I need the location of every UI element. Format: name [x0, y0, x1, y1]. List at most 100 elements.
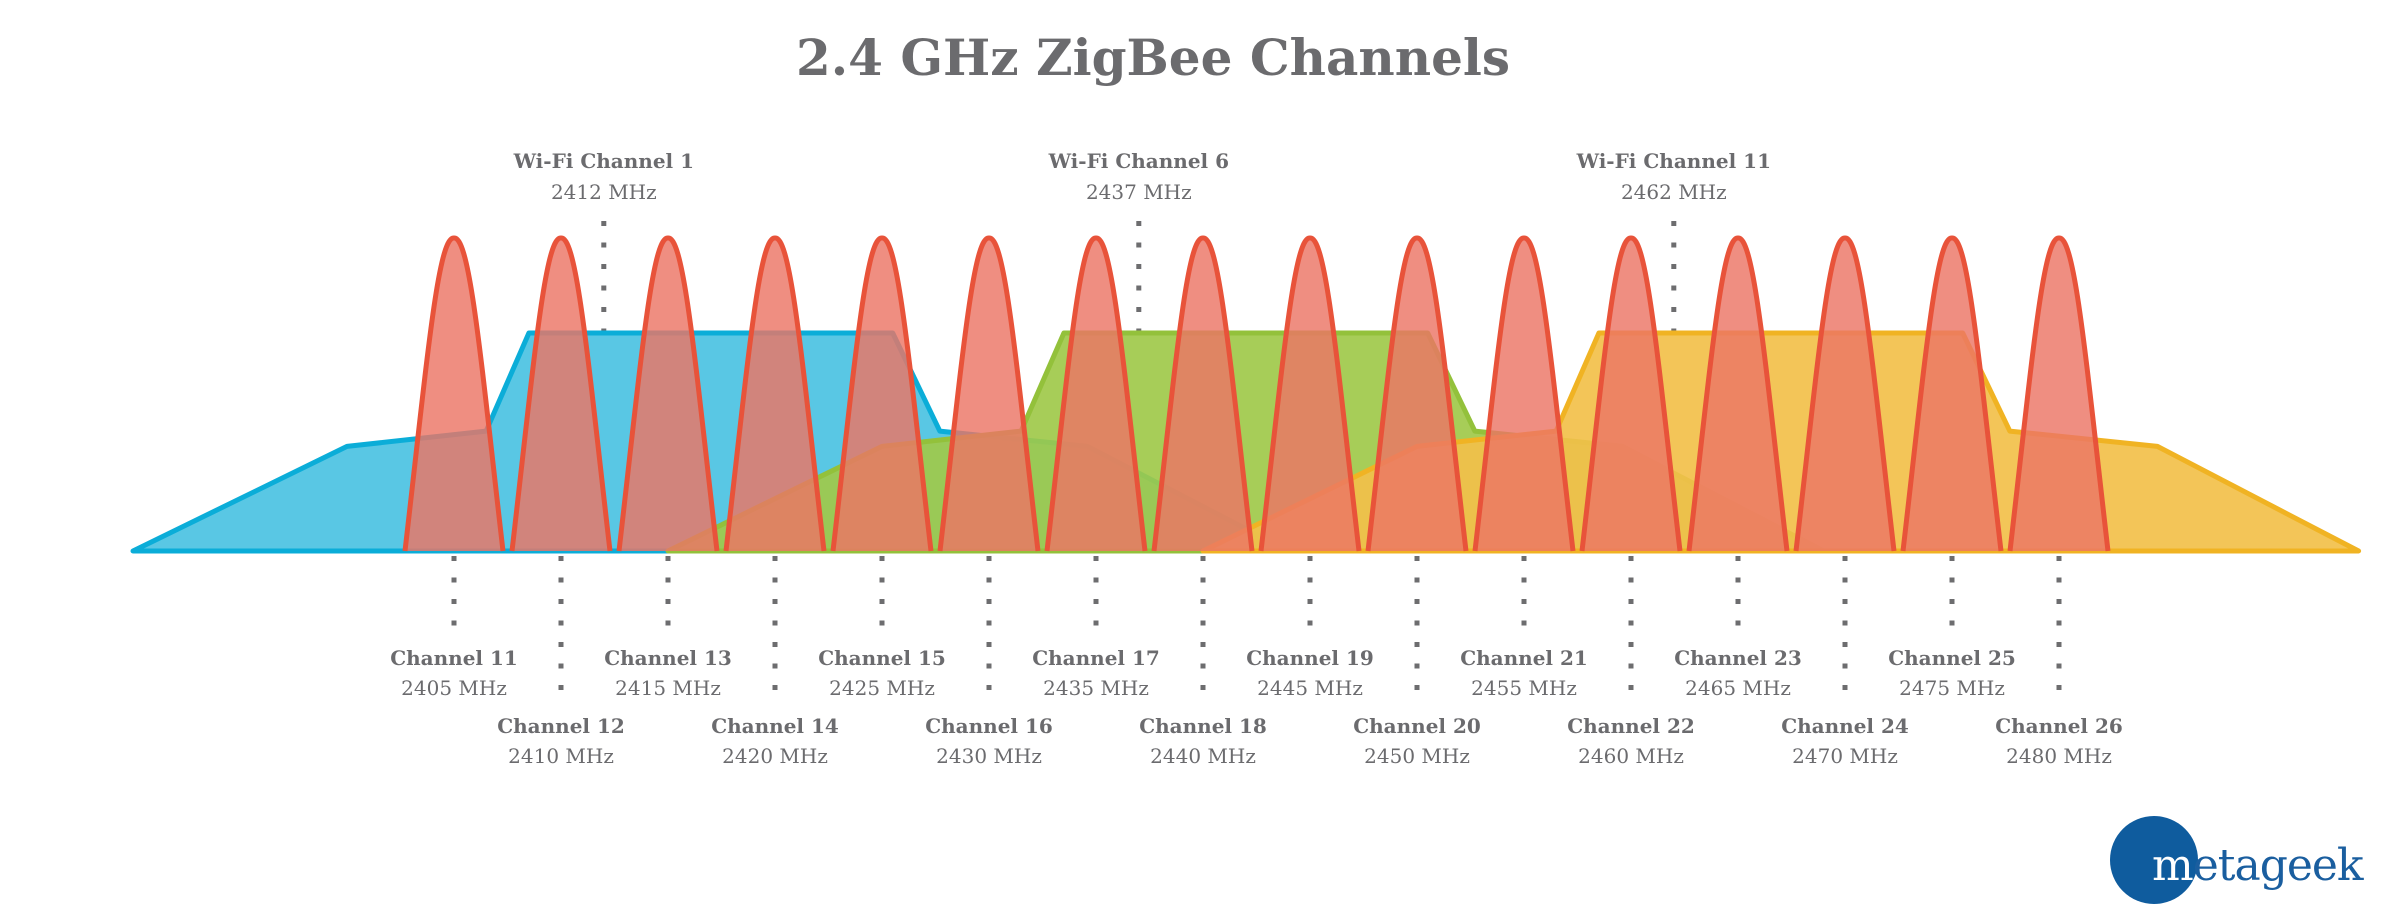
dot-marker	[1414, 663, 1420, 669]
dot-marker	[1671, 221, 1677, 226]
dot-marker	[558, 620, 564, 626]
zigbee-channel-freq: 2415 MHz	[615, 676, 721, 700]
dot-marker	[451, 599, 457, 604]
zigbee-channel-freq: 2480 MHz	[2006, 744, 2112, 768]
wifi-channel-label: Wi-Fi Channel 11	[1576, 149, 1771, 173]
zigbee-channel-freq: 2435 MHz	[1043, 676, 1149, 700]
zigbee-peak-25	[1900, 235, 2004, 552]
dot-marker	[1671, 307, 1677, 312]
zigbee-peak-15	[830, 235, 934, 552]
dot-marker	[601, 242, 607, 248]
dot-marker	[986, 620, 992, 626]
dot-marker	[1949, 599, 1955, 604]
dot-marker	[665, 620, 671, 626]
dot-marker	[1136, 242, 1142, 248]
dot-marker	[1414, 577, 1420, 583]
dot-marker	[1842, 556, 1848, 561]
dot-marker	[2056, 620, 2062, 626]
dot-marker	[1842, 599, 1848, 604]
dot-marker	[1735, 556, 1741, 561]
zigbee-channel-freq: 2405 MHz	[401, 676, 507, 700]
dot-marker	[601, 221, 607, 226]
dot-marker	[986, 556, 992, 561]
dot-marker	[558, 642, 564, 647]
dot-marker	[1842, 577, 1848, 583]
dot-marker	[1093, 620, 1099, 626]
dot-marker	[1521, 599, 1527, 604]
dot-marker	[1628, 620, 1634, 626]
wifi-channel-freq: 2412 MHz	[551, 180, 657, 204]
dot-marker	[1628, 577, 1634, 583]
dot-marker	[1414, 620, 1420, 626]
dot-marker	[772, 685, 778, 690]
zigbee-channel-freq: 2430 MHz	[936, 744, 1042, 768]
zigbee-channel-freq: 2410 MHz	[508, 744, 614, 768]
dot-marker	[1628, 663, 1634, 669]
wifi-channel-label: Wi-Fi Channel 1	[513, 149, 694, 173]
dot-marker	[2056, 556, 2062, 561]
dot-marker	[601, 285, 607, 291]
dot-marker	[1949, 620, 1955, 626]
dot-marker	[986, 663, 992, 669]
dot-marker	[1136, 307, 1142, 312]
zigbee-channel-label: Channel 13	[604, 646, 732, 670]
dot-marker	[986, 599, 992, 604]
dot-marker	[1628, 556, 1634, 561]
dot-marker	[879, 577, 885, 583]
dot-marker	[2056, 663, 2062, 669]
dot-marker	[2056, 599, 2062, 604]
dot-marker	[986, 685, 992, 690]
zigbee-peak-19	[1258, 235, 1362, 552]
zigbee-channel-label: Channel 15	[818, 646, 946, 670]
dot-marker	[1414, 642, 1420, 647]
dot-marker	[601, 307, 607, 312]
dot-marker	[1521, 577, 1527, 583]
zigbee-peak-17	[1044, 235, 1148, 552]
zigbee-channel-label: Channel 11	[390, 646, 518, 670]
dot-marker	[1628, 642, 1634, 647]
wifi-channel-labels: Wi-Fi Channel 1 2412 MHz Wi-Fi Channel 6 24…	[513, 149, 1771, 204]
dot-marker	[558, 599, 564, 604]
dot-marker	[665, 556, 671, 561]
dot-marker	[1093, 599, 1099, 604]
dot-marker	[1307, 620, 1313, 626]
zigbee-channel-label: Channel 23	[1674, 646, 1802, 670]
dot-marker	[2056, 577, 2062, 583]
zigbee-channel-label: Channel 20	[1353, 714, 1481, 738]
logo-wordmark: metageek	[2152, 840, 2364, 891]
dot-marker	[1093, 577, 1099, 583]
dot-marker	[1735, 599, 1741, 604]
dot-marker	[879, 599, 885, 604]
chart-title: 2.4 GHz ZigBee Channels	[795, 28, 1511, 87]
zigbee-channel-freq: 2445 MHz	[1257, 676, 1363, 700]
dot-marker	[1093, 556, 1099, 561]
zigbee-channel-label: Channel 22	[1567, 714, 1695, 738]
dot-marker	[1136, 221, 1142, 226]
zigbee-channel-labels: Channel 11 2405 MHz Channel 12 2410 MHz Chan…	[390, 646, 2123, 768]
dot-marker	[1521, 556, 1527, 561]
dot-marker	[1671, 285, 1677, 291]
dot-marker	[1414, 685, 1420, 690]
dot-marker	[1307, 599, 1313, 604]
dot-marker	[1200, 577, 1206, 583]
dot-marker	[665, 577, 671, 583]
dot-marker	[601, 264, 607, 269]
zigbee-peak-16	[937, 235, 1041, 552]
zigbee-channel-label: Channel 12	[497, 714, 625, 738]
zigbee-channel-freq: 2450 MHz	[1364, 744, 1470, 768]
zigbee-peak-21	[1472, 235, 1576, 552]
zigbee-peak-23	[1686, 235, 1790, 552]
logo-m: m	[2152, 840, 2194, 891]
dot-marker	[1628, 599, 1634, 604]
dot-marker	[879, 556, 885, 561]
zigbee-peak-12	[509, 235, 613, 552]
dot-marker	[772, 599, 778, 604]
dot-marker	[1671, 264, 1677, 269]
dot-marker	[2056, 642, 2062, 647]
dot-marker	[772, 642, 778, 647]
zigbee-channel-freq: 2460 MHz	[1578, 744, 1684, 768]
wifi-channel-label: Wi-Fi Channel 6	[1048, 149, 1229, 173]
dot-marker	[558, 577, 564, 583]
dot-marker	[1307, 556, 1313, 561]
